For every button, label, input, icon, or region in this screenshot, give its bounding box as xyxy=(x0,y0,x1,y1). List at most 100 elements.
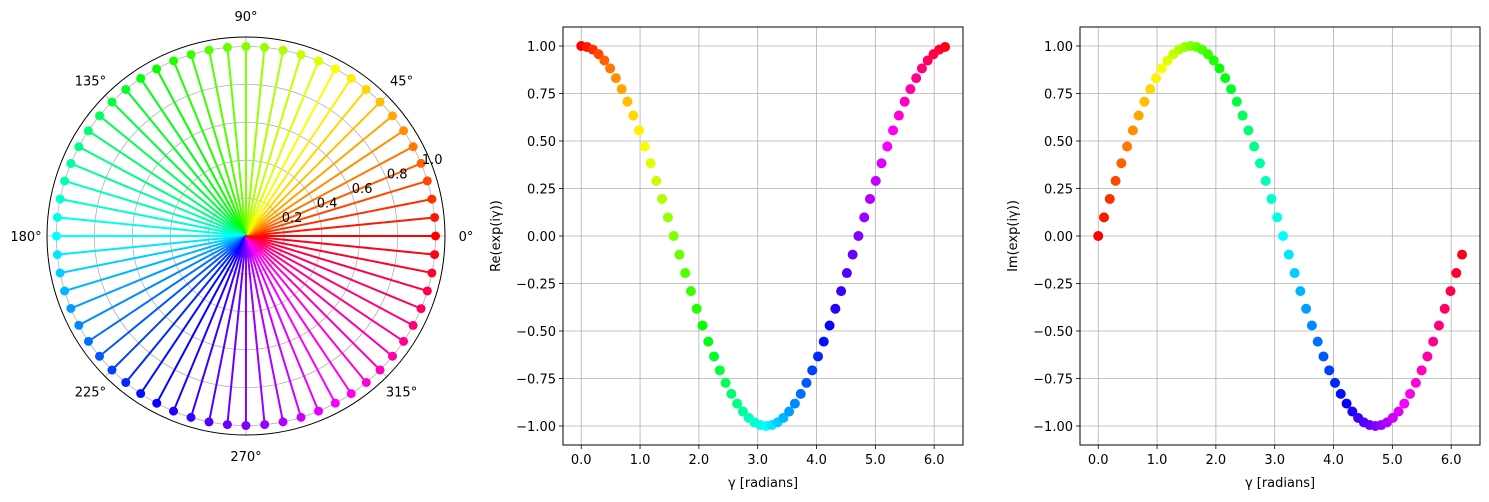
stem-line xyxy=(245,235,433,274)
data-point xyxy=(1335,388,1346,399)
stem-marker xyxy=(399,126,409,136)
data-point xyxy=(1445,286,1456,297)
data-point xyxy=(610,73,621,84)
data-point xyxy=(865,193,875,204)
data-point xyxy=(922,55,933,66)
y-tick-label: 0.75 xyxy=(527,88,556,103)
stem-line xyxy=(245,235,353,395)
stem-line xyxy=(78,145,247,237)
data-point xyxy=(680,268,691,279)
stem-line xyxy=(208,49,247,237)
data-point xyxy=(1249,141,1260,152)
data-point xyxy=(1139,96,1150,107)
stem-line xyxy=(245,235,302,418)
y-tick-label: 0.00 xyxy=(1044,230,1073,245)
data-point xyxy=(1133,110,1144,121)
x-tick-label: 3.0 xyxy=(747,453,768,468)
data-point xyxy=(622,96,633,107)
data-point xyxy=(691,303,702,314)
stem-line xyxy=(139,77,247,237)
stem-marker xyxy=(427,268,437,278)
data-point xyxy=(657,193,668,204)
stem-line xyxy=(190,235,247,418)
data-point xyxy=(1289,268,1300,279)
data-point xyxy=(639,141,650,152)
stem-line xyxy=(124,235,247,384)
x-tick-label: 1.0 xyxy=(630,453,651,468)
stem-line xyxy=(87,235,247,343)
data-point xyxy=(685,286,696,297)
stem-marker xyxy=(431,231,441,241)
stem-marker xyxy=(121,377,131,387)
stem-line xyxy=(78,235,247,327)
stem-line xyxy=(245,235,381,371)
stem-marker xyxy=(95,111,105,121)
stem-marker xyxy=(204,45,214,55)
stem-marker xyxy=(74,142,84,152)
stem-marker xyxy=(55,268,65,278)
data-point xyxy=(703,336,714,347)
data-point xyxy=(1237,110,1248,121)
data-point xyxy=(841,268,852,279)
data-point xyxy=(899,96,910,107)
stem-marker xyxy=(121,84,131,94)
data-point xyxy=(1151,73,1161,84)
data-point xyxy=(1226,84,1237,95)
data-point xyxy=(847,249,858,260)
stem-line xyxy=(245,235,428,292)
stem-line xyxy=(245,235,414,327)
stem-line xyxy=(155,68,247,237)
stem-marker xyxy=(186,412,196,422)
r-tick-label: 0.2 xyxy=(282,211,303,226)
stem-marker xyxy=(169,406,179,416)
stem-marker xyxy=(361,377,371,387)
theta-tick-label: 315° xyxy=(386,386,417,401)
theta-tick-label: 0° xyxy=(459,230,474,245)
data-point xyxy=(645,158,656,169)
stem-marker xyxy=(60,286,70,296)
data-point xyxy=(651,175,662,186)
stem-line xyxy=(59,197,247,237)
stem-line xyxy=(57,235,247,256)
data-point xyxy=(1295,286,1306,297)
x-tick-label: 6.0 xyxy=(924,453,945,468)
stem-line xyxy=(245,235,320,412)
stem-marker xyxy=(430,250,440,260)
data-point xyxy=(1104,193,1115,204)
data-point xyxy=(1099,212,1109,223)
data-point xyxy=(836,286,847,297)
data-point xyxy=(720,377,731,388)
stem-line xyxy=(172,60,247,237)
stem-marker xyxy=(136,389,146,399)
stem-line xyxy=(245,235,422,310)
data-point xyxy=(1214,63,1225,74)
data-point xyxy=(605,63,616,74)
stem-marker xyxy=(107,97,117,107)
stem-marker xyxy=(66,303,76,313)
stem-line xyxy=(245,235,394,358)
stem-line xyxy=(98,235,247,358)
data-point xyxy=(1428,336,1439,347)
stem-marker xyxy=(314,56,324,66)
data-point xyxy=(859,212,870,223)
stem-line xyxy=(245,162,422,237)
x-tick-label: 4.0 xyxy=(806,453,827,468)
stem-marker xyxy=(55,194,65,204)
x-tick-label: 4.0 xyxy=(1323,453,1344,468)
data-point xyxy=(818,336,829,347)
data-point xyxy=(1127,125,1138,136)
stem-marker xyxy=(95,351,105,361)
stem-line xyxy=(245,60,320,237)
data-point xyxy=(893,110,904,121)
stem-marker xyxy=(330,398,340,408)
y-tick-label: 1.00 xyxy=(1044,40,1073,55)
data-point xyxy=(732,398,743,409)
stem-marker xyxy=(296,50,306,60)
data-point xyxy=(1156,63,1167,74)
stem-line xyxy=(245,235,368,384)
stem-line xyxy=(245,235,266,425)
y-tick-label: 0.50 xyxy=(527,135,556,150)
real-part-plot: 0.0 1.0 2.0 3.0 4.0 5.0 6.0 −1.00 −0.75 −0.50 −0.2… xyxy=(489,26,964,491)
data-point xyxy=(1410,377,1421,388)
data-point xyxy=(1272,212,1283,223)
